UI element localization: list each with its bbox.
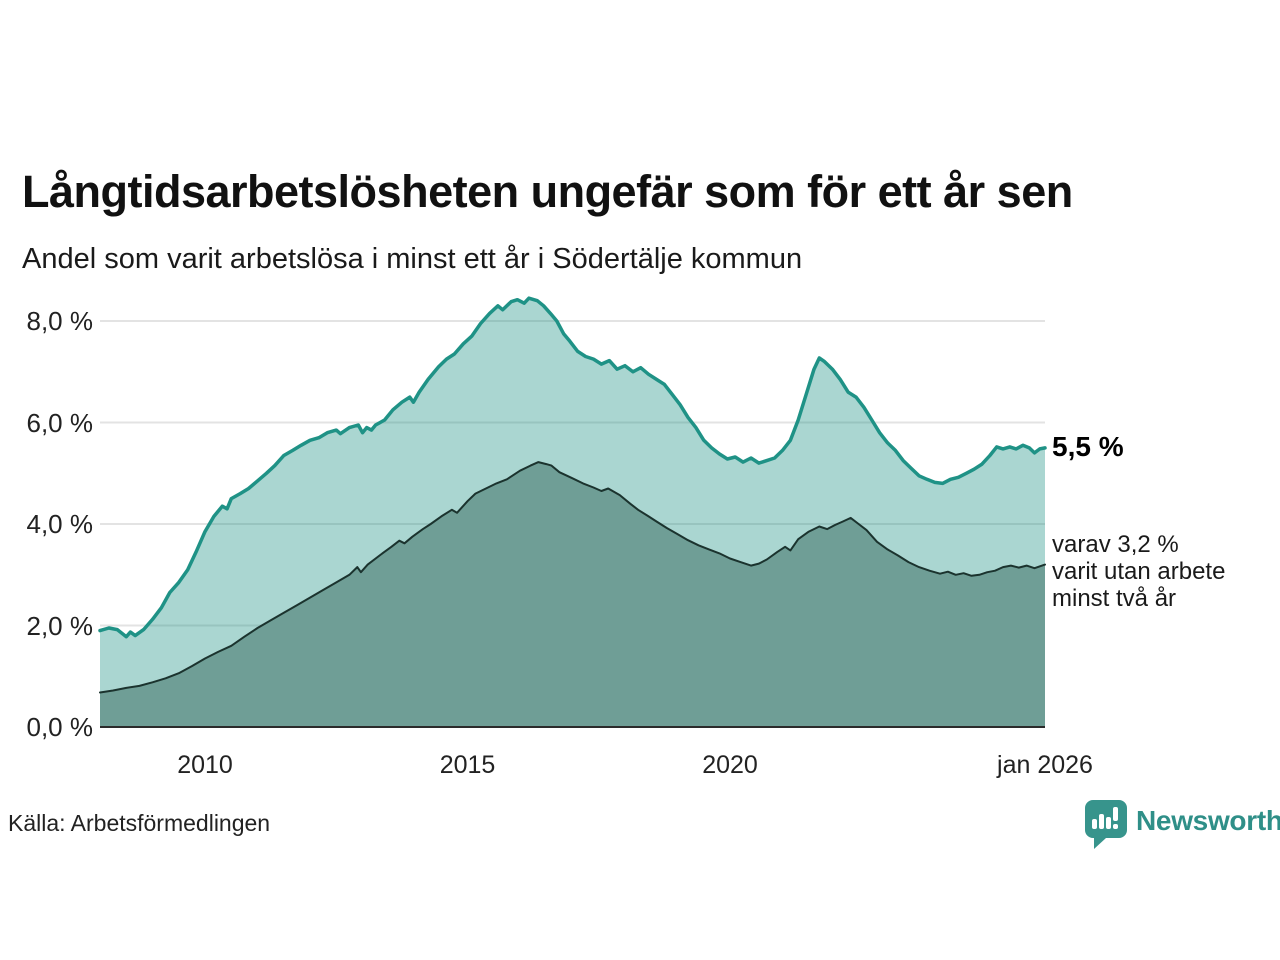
secondary-series-label: varav 3,2 % varit utan arbete minst två … bbox=[1052, 531, 1226, 612]
newsworthy-icon bbox=[1085, 800, 1127, 849]
line-series-two-years bbox=[99, 461, 1046, 694]
y-tick-label: 0,0 % bbox=[26, 712, 94, 742]
y-tick-label: 8,0 % bbox=[26, 306, 94, 336]
y-tick-label: 4,0 % bbox=[26, 509, 94, 539]
x-tick-label: 2010 bbox=[177, 751, 233, 779]
x-tick-label: 2020 bbox=[702, 751, 758, 779]
brand-logo: Newsworthy bbox=[1083, 799, 1280, 853]
page-title: Långtidsarbetslösheten ungefär som för e… bbox=[22, 166, 1073, 218]
line-series-total bbox=[98, 296, 1047, 639]
chart-subtitle: Andel som varit arbetslösa i minst ett å… bbox=[22, 243, 803, 275]
x-tick-label: jan 2026 bbox=[997, 751, 1093, 779]
source-note: Källa: Arbetsförmedlingen bbox=[8, 810, 271, 836]
y-tick-label: 6,0 % bbox=[26, 407, 94, 438]
x-tick-label: 2015 bbox=[439, 751, 496, 779]
brand-name: Newsworthy bbox=[1136, 805, 1280, 836]
y-tick-label: 2,0 % bbox=[26, 610, 94, 641]
area-series-two-years bbox=[100, 462, 1045, 727]
latest-value-label: 5,5 % bbox=[1052, 431, 1124, 462]
